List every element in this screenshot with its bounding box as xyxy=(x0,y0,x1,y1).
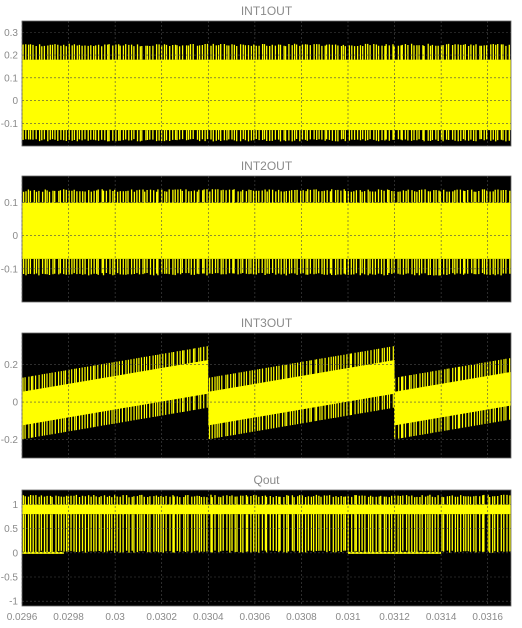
x-tick-label: 0.0302 xyxy=(146,612,177,623)
y-tick-label: 0 xyxy=(12,398,18,409)
y-tick-label: -0.5 xyxy=(1,573,19,584)
plot-title: Qout xyxy=(253,473,280,487)
x-tick-label: 0.0304 xyxy=(193,612,224,623)
y-tick-label: 0 xyxy=(12,231,18,242)
x-tick-label: 0.0312 xyxy=(379,612,410,623)
signal-band xyxy=(22,202,511,259)
plot-frame xyxy=(21,175,512,303)
x-tick-label: 0.031 xyxy=(335,612,360,623)
y-tick-label: 0.2 xyxy=(4,360,18,371)
plot-int2out: INT2OUT -0.1 0 0.1 xyxy=(1,159,512,303)
signal-band xyxy=(22,59,511,131)
plot-int1out: INT1OUT -0.1 0 0.1 0.2 0.3 xyxy=(1,4,512,147)
y-tick-label: 0.1 xyxy=(4,73,18,84)
grid xyxy=(21,21,511,146)
y-tick-label: -0.1 xyxy=(1,119,19,130)
y-tick-label: 0.2 xyxy=(4,51,18,62)
y-tick-label: 0.1 xyxy=(4,198,18,209)
plot-title: INT1OUT xyxy=(241,4,293,18)
x-tick-label: 0.0316 xyxy=(472,612,503,623)
x-tick-label: 0.0298 xyxy=(53,612,84,623)
x-tick-label: 0.0306 xyxy=(240,612,271,623)
plot-frame xyxy=(21,332,512,459)
plot-title: INT2OUT xyxy=(241,159,293,173)
y-tick-label: 1 xyxy=(12,500,18,511)
signal-lines xyxy=(22,346,511,440)
grid xyxy=(21,176,511,302)
signal-lines xyxy=(22,43,510,142)
x-tick-label: 0.0308 xyxy=(286,612,317,623)
plot-frame xyxy=(21,489,512,607)
plot-frame xyxy=(21,20,512,147)
plot-qout: Qout -1 -0.5 0 0.5 1 0.0296 0.0298 0.03 0.0302 0.0… xyxy=(1,473,512,623)
y-tick-label: 0.3 xyxy=(4,28,18,39)
plot-title: INT3OUT xyxy=(241,316,293,330)
y-tick-label: 0 xyxy=(12,548,18,559)
signal-lines xyxy=(22,494,511,553)
y-tick-label: 0.5 xyxy=(4,524,18,535)
y-tick-label: -1 xyxy=(9,597,18,608)
signal-trace xyxy=(22,189,511,276)
y-tick-label: 0 xyxy=(12,96,18,107)
x-tick-label: 0.03 xyxy=(105,612,125,623)
signal-trace xyxy=(22,43,511,142)
x-tick-label: 0.0296 xyxy=(7,612,38,623)
y-tick-label: -0.2 xyxy=(1,435,19,446)
y-tick-label: -0.1 xyxy=(1,264,19,275)
signal-lines xyxy=(22,189,511,276)
plot-int3out: INT3OUT -0.2 0 0.2 xyxy=(1,316,512,459)
x-tick-label: 0.0314 xyxy=(426,612,457,623)
